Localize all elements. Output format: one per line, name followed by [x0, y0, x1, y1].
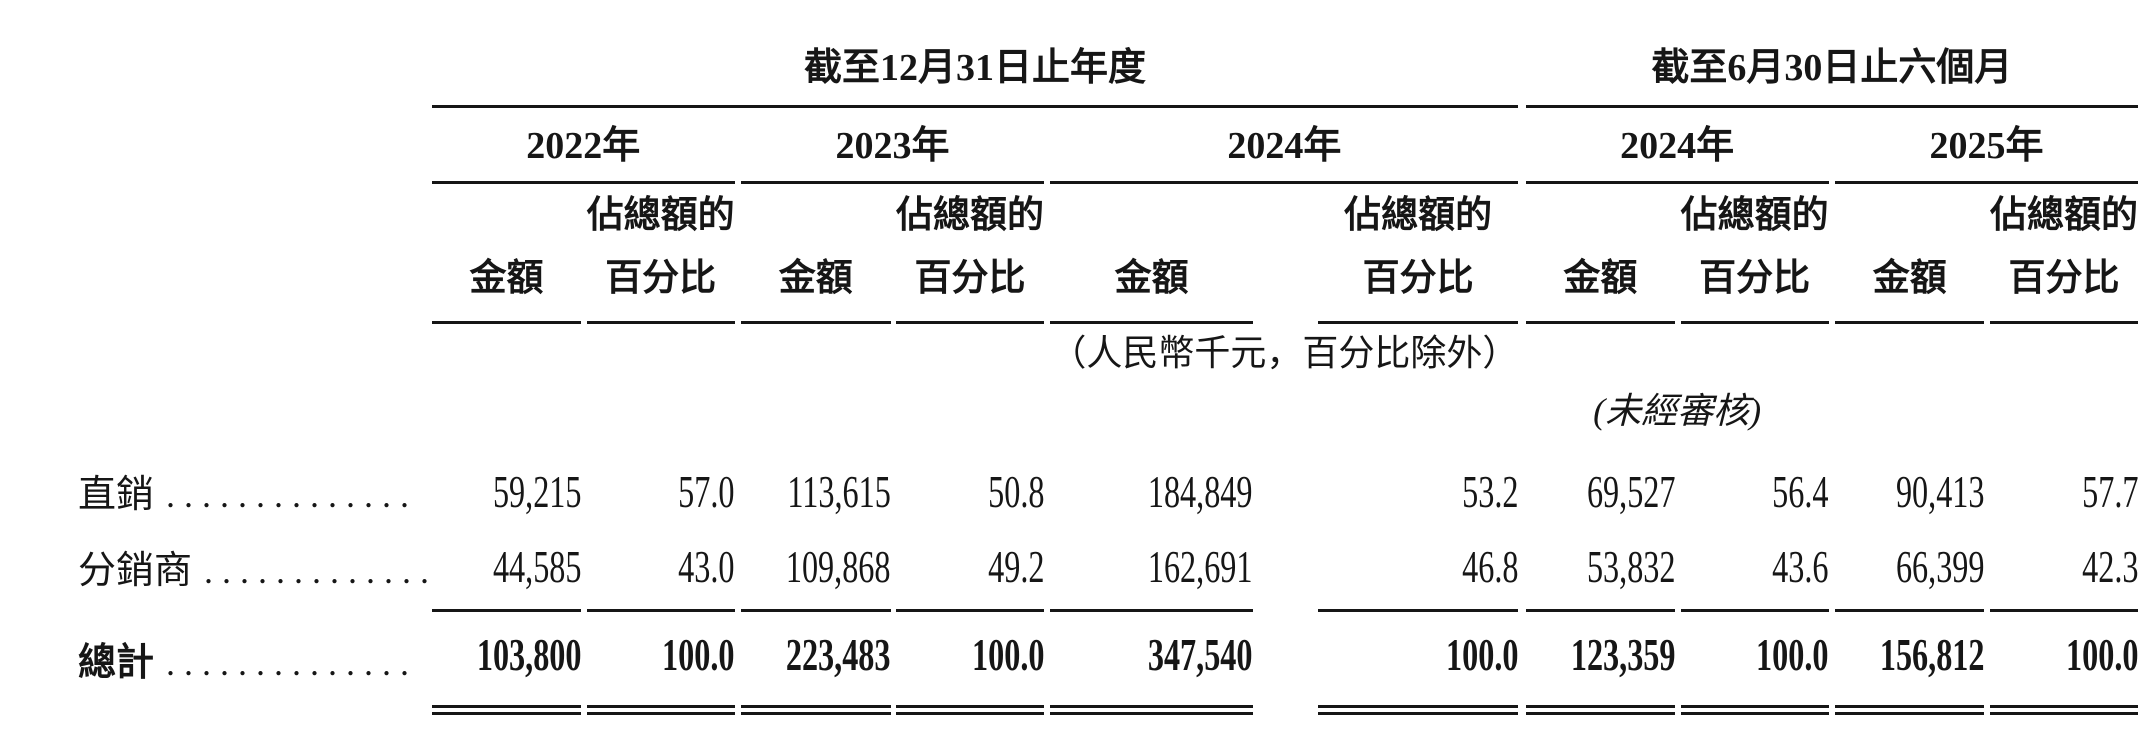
col-header-amount: 金額 [431, 182, 582, 324]
row-label: 直銷 [78, 474, 155, 516]
revenue-by-sales-channel-table: 截至12月31日止年度 截至6月30日止六個月 2022年 2023年 2024… [78, 36, 2138, 715]
amount-cell: 53,832 [1525, 526, 1676, 612]
col-header-percentage: 佔總額的 百分比 [896, 182, 1044, 324]
unit-note-row: （人民幣千元，百分比除外） [78, 323, 2138, 383]
unit-note: （人民幣千元，百分比除外） [1050, 333, 1519, 373]
unaudited-note-row: (未經審核) [78, 382, 2138, 446]
total-percentage-cell: 100.0 [896, 610, 1044, 715]
col-header-amount: 金額 [1834, 182, 1985, 324]
percentage-cell: 53.2 [1462, 466, 1519, 517]
col-header-percentage: 佔總額的 百分比 [1317, 182, 1519, 324]
pct-header-line2: 百分比 [605, 258, 717, 300]
pct-header-line1: 佔總額的 [1344, 195, 1493, 237]
total-amount-cell: 103,800 [431, 610, 582, 715]
pct-header-line1: 佔總額的 [586, 195, 735, 237]
col-header-amount: 金額 [741, 182, 891, 324]
section-header-annual: 截至12月31日止年度 [431, 36, 1519, 108]
total-amount-cell: 347,540 [1050, 610, 1253, 715]
pct-header-line1: 佔總額的 [896, 195, 1044, 237]
total-amount-cell: 223,483 [741, 610, 891, 715]
amount-cell: 90,413 [1895, 466, 1985, 517]
unaudited-note: (未經審核) [1593, 391, 1762, 431]
year-header-2022: 2022年 [431, 106, 735, 184]
section-header-row: 截至12月31日止年度 截至6月30日止六個月 [78, 36, 2138, 108]
amount-cell: 59,215 [492, 466, 582, 517]
pct-header-line2: 百分比 [1699, 258, 1811, 300]
amount-cell: 69,527 [1586, 466, 1676, 517]
percentage-cell: 46.8 [1317, 526, 1519, 612]
percentage-cell: 57.7 [2081, 466, 2138, 517]
row-label-total: 總計 [78, 642, 155, 684]
amount-cell: 162,691 [1050, 526, 1253, 612]
pct-header-line1: 佔總額的 [1989, 195, 2138, 237]
dot-leader: . . . . . . . . . . . . . . [166, 475, 410, 515]
percentage-cell: 42.3 [1989, 526, 2138, 612]
col-header-percentage: 佔總額的 百分比 [1989, 182, 2138, 324]
year-header-2025-interim: 2025年 [1834, 106, 2138, 184]
dot-leader: . . . . . . . . . . . . . . [166, 643, 410, 683]
col-header-percentage: 佔總額的 百分比 [586, 182, 735, 324]
percentage-cell: 49.2 [896, 526, 1044, 612]
percentage-cell: 50.8 [987, 466, 1044, 517]
row-label: 分銷商 [78, 550, 193, 592]
amount-cell: 66,399 [1834, 526, 1985, 612]
amount-cell: 44,585 [431, 526, 582, 612]
col-header-percentage: 佔總額的 百分比 [1680, 182, 1829, 324]
pct-header-line2: 百分比 [2008, 258, 2120, 300]
year-header-2024-interim: 2024年 [1525, 106, 1829, 184]
col-header-amount: 金額 [1050, 182, 1253, 324]
pct-header-line1: 佔總額的 [1680, 195, 1829, 237]
total-percentage-cell: 100.0 [1989, 610, 2138, 715]
year-header-row: 2022年 2023年 2024年 2024年 2025年 [78, 106, 2138, 184]
sub-header-row: 金額 佔總額的 百分比 金額 佔總額的 百分比 金額 佔總額的 百分比 金額 [78, 182, 2138, 324]
table-row-distributors: 分銷商 . . . . . . . . . . . . . 44,585 43.0… [78, 526, 2138, 612]
col-header-amount: 金額 [1525, 182, 1676, 324]
year-header-2024: 2024年 [1050, 106, 1519, 184]
total-percentage-cell: 100.0 [586, 610, 735, 715]
table-row-total: 總計 . . . . . . . . . . . . . . 103,800 10… [78, 610, 2138, 715]
percentage-cell: 57.0 [678, 466, 735, 517]
year-header-2023: 2023年 [741, 106, 1044, 184]
percentage-cell: 43.0 [586, 526, 735, 612]
total-percentage-cell: 100.0 [1680, 610, 1829, 715]
amount-cell: 184,849 [1148, 466, 1253, 517]
pct-header-line2: 百分比 [914, 258, 1026, 300]
pct-header-line2: 百分比 [1362, 258, 1474, 300]
amount-cell: 109,868 [741, 526, 891, 612]
section-header-interim: 截至6月30日止六個月 [1525, 36, 2138, 108]
percentage-cell: 43.6 [1680, 526, 1829, 612]
amount-cell: 113,615 [787, 466, 891, 517]
dot-leader: . . . . . . . . . . . . . [204, 551, 430, 591]
total-percentage-cell: 100.0 [1317, 610, 1519, 715]
total-amount-cell: 156,812 [1834, 610, 1985, 715]
total-amount-cell: 123,359 [1525, 610, 1676, 715]
percentage-cell: 56.4 [1772, 466, 1829, 517]
table-row-direct-sales: 直銷 . . . . . . . . . . . . . . 59,215 57.… [78, 446, 2138, 526]
